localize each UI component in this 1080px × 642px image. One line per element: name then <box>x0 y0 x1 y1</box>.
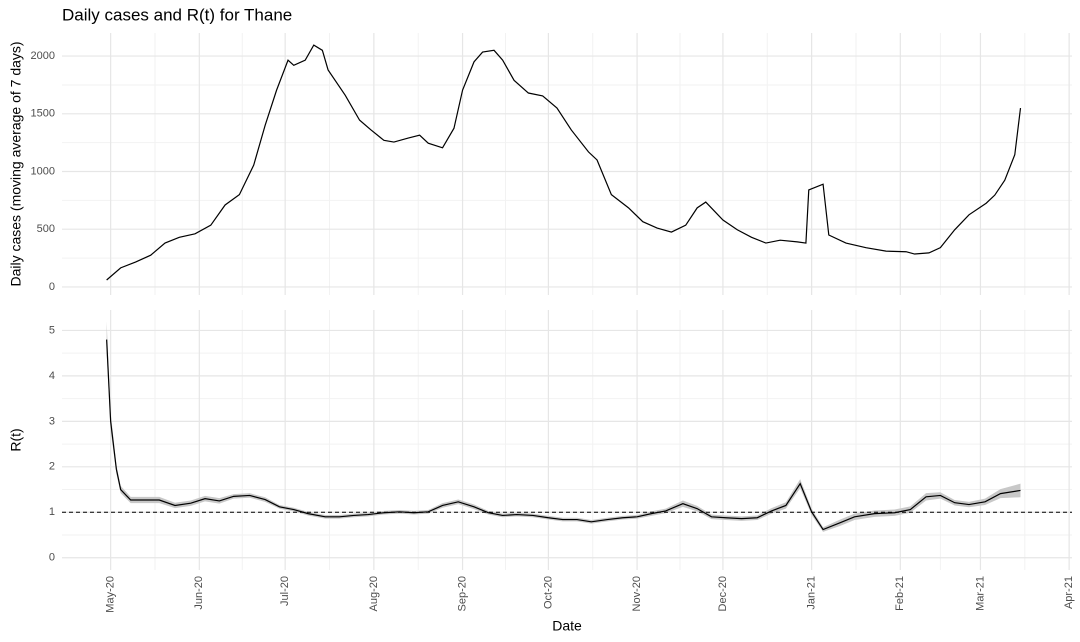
chart-title: Daily cases and R(t) for Thane <box>62 5 292 24</box>
y-tick-label: 4 <box>49 370 55 382</box>
x-axis-title: Date <box>552 618 582 634</box>
x-tick-label: Nov-20 <box>631 576 643 611</box>
x-tick-label: Jul-20 <box>279 576 291 606</box>
x-tick-label: Dec-20 <box>717 576 729 611</box>
x-tick-label: Mar-21 <box>974 576 986 611</box>
y-axis-title: R(t) <box>8 428 24 451</box>
y-tick-label: 3 <box>49 415 55 427</box>
x-tick-label: Oct-20 <box>542 576 554 609</box>
x-tick-label: Jan-21 <box>806 576 818 610</box>
y-tick-label: 2000 <box>31 50 55 62</box>
x-tick-label: Aug-20 <box>368 576 380 611</box>
x-tick-label: May-20 <box>105 576 117 613</box>
y-axis-title: Daily cases (moving average of 7 days) <box>8 41 24 286</box>
y-tick-label: 0 <box>49 552 55 564</box>
x-tick-label: Sep-20 <box>456 576 468 611</box>
data-line <box>106 339 1021 531</box>
y-tick-label: 1000 <box>31 165 55 177</box>
x-tick-label: Jun-20 <box>193 576 205 610</box>
x-tick-label: Apr-21 <box>1063 576 1075 609</box>
y-tick-label: 500 <box>37 223 55 235</box>
y-tick-label: 1 <box>49 506 55 518</box>
y-tick-label: 2 <box>49 461 55 473</box>
data-line <box>106 44 1022 281</box>
x-tick-label: Feb-21 <box>894 576 906 611</box>
y-tick-label: 0 <box>49 281 55 293</box>
y-tick-label: 1500 <box>31 108 55 120</box>
y-tick-label: 5 <box>49 324 55 336</box>
